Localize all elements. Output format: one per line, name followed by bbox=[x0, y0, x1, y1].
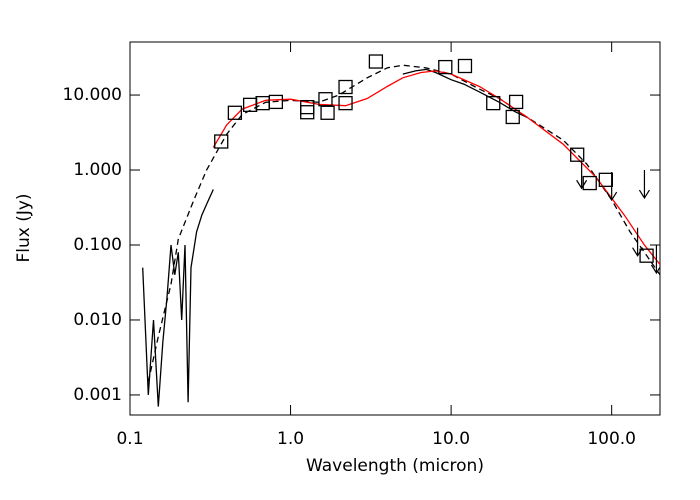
photometry-point bbox=[268, 94, 284, 110]
photometry-point bbox=[338, 95, 353, 111]
photometry-point bbox=[570, 147, 585, 162]
photometry-point bbox=[300, 105, 315, 120]
y-axis-label: Flux (Jy) bbox=[14, 193, 34, 262]
x-tick-label: 100.0 bbox=[587, 429, 636, 449]
upper-limit bbox=[606, 172, 618, 202]
upper-limit bbox=[632, 227, 644, 257]
upper-limit bbox=[576, 160, 588, 190]
photometry-point bbox=[214, 134, 229, 149]
y-tick-label: 0.001 bbox=[73, 385, 122, 405]
y-tick-label: 10.000 bbox=[63, 85, 122, 105]
photometry-point bbox=[582, 175, 597, 191]
photometry-point bbox=[505, 109, 520, 125]
photometry-point bbox=[486, 95, 501, 111]
upper-limit bbox=[650, 244, 660, 275]
model-dashed bbox=[147, 64, 660, 382]
upper-limit bbox=[638, 170, 650, 200]
photometry-point bbox=[639, 248, 654, 263]
x-tick-label: 10.0 bbox=[432, 429, 470, 449]
photometry-point bbox=[438, 59, 453, 75]
photometry-point bbox=[508, 94, 524, 110]
photometry-point bbox=[457, 58, 473, 74]
y-tick-label: 0.100 bbox=[73, 235, 122, 255]
plot-area bbox=[142, 54, 660, 407]
photometry-point bbox=[227, 105, 243, 120]
photometry-point bbox=[320, 105, 335, 120]
y-tick-label: 1.000 bbox=[73, 160, 122, 180]
photometry-point bbox=[338, 79, 353, 95]
photometry-point bbox=[368, 54, 384, 69]
photometry-point bbox=[598, 172, 614, 187]
x-tick-label: 1.0 bbox=[277, 429, 304, 449]
sed-line bbox=[212, 70, 660, 265]
sed-line bbox=[142, 68, 528, 407]
plot-frame bbox=[129, 41, 661, 416]
x-tick-label: 0.1 bbox=[116, 429, 143, 449]
y-tick-label: 0.010 bbox=[73, 310, 122, 330]
x-axis-label: Wavelength (micron) bbox=[306, 456, 484, 476]
